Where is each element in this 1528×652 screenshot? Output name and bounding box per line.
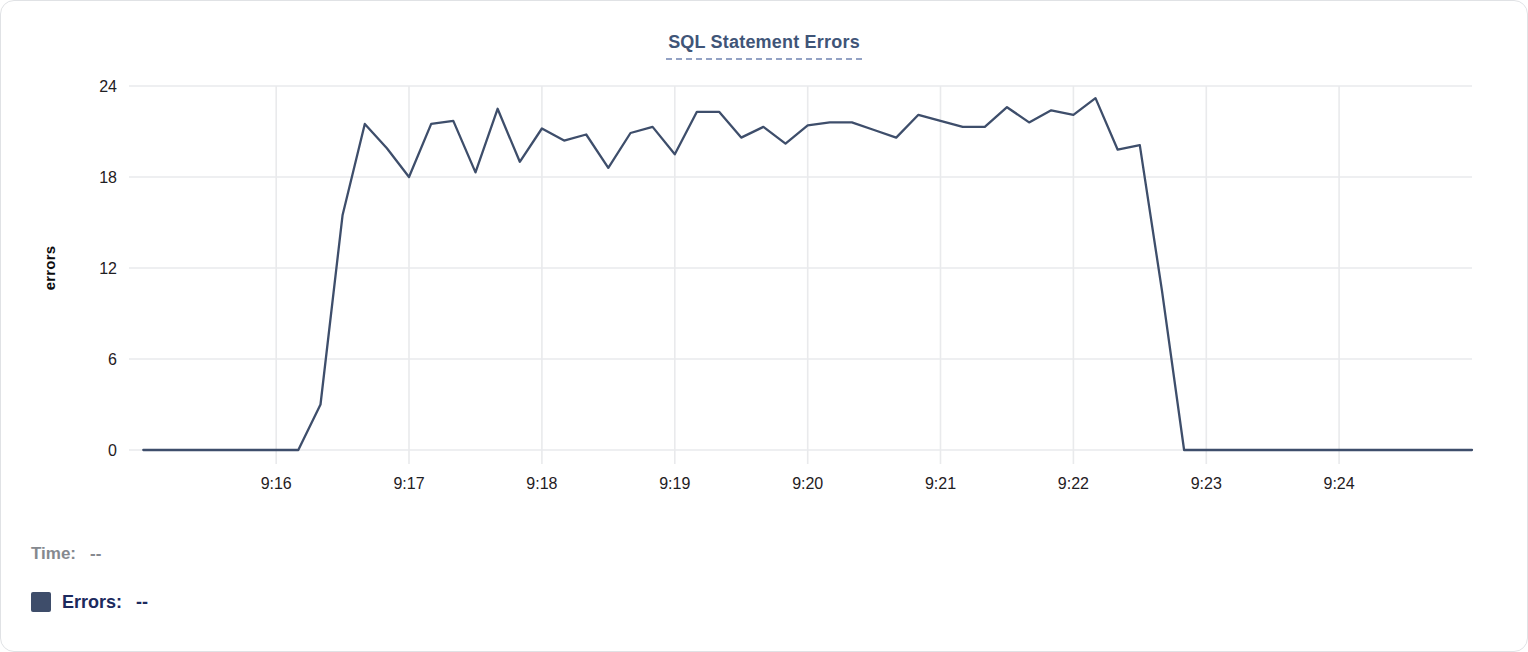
errors-series-swatch-icon (31, 592, 51, 612)
errors-label: Errors: (62, 592, 122, 613)
chart-card: SQL Statement Errors errors 9:16 9:17 9:18… (0, 0, 1528, 652)
x-tick-label: 9:23 (1191, 475, 1222, 492)
y-tick-label: 0 (108, 442, 117, 459)
x-tick-label: 9:16 (261, 475, 292, 492)
x-tick-label: 9:18 (526, 475, 557, 492)
x-tick-label: 9:22 (1058, 475, 1089, 492)
time-label: Time: (31, 544, 76, 564)
errors-readout-row: Errors: -- (31, 590, 148, 614)
x-tick-label: 9:17 (393, 475, 424, 492)
time-readout-row: Time: -- (31, 542, 148, 566)
y-axis-label: errors (41, 246, 58, 291)
y-tick-label: 18 (99, 169, 117, 186)
hover-readout: Time: -- Errors: -- (31, 542, 148, 614)
errors-line-chart[interactable]: 9:16 9:17 9:18 9:19 9:20 9:21 9:22 9:23 9:24 0 6 12… (1, 1, 1528, 501)
x-tick-label: 9:21 (925, 475, 956, 492)
y-tick-label: 6 (108, 351, 117, 368)
chart-header: SQL Statement Errors (1, 32, 1527, 60)
errors-value: -- (136, 592, 148, 613)
y-tick-label: 24 (99, 78, 117, 95)
chart-title[interactable]: SQL Statement Errors (666, 32, 862, 60)
y-tick-label: 12 (99, 260, 117, 277)
time-value: -- (90, 544, 101, 564)
x-tick-label: 9:20 (792, 475, 823, 492)
x-tick-label: 9:19 (659, 475, 690, 492)
x-tick-label: 9:24 (1324, 475, 1355, 492)
